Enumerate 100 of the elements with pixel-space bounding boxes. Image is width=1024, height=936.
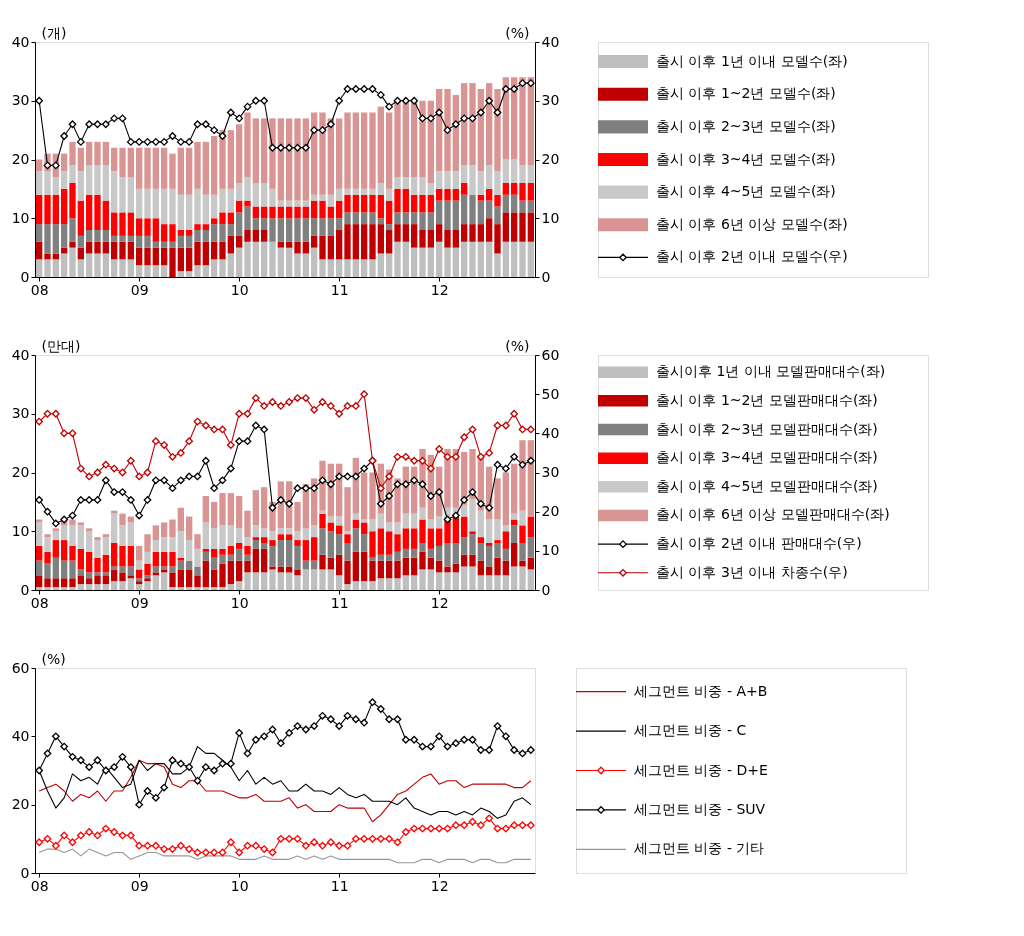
bar xyxy=(311,569,318,590)
bar xyxy=(477,543,484,561)
bar xyxy=(186,194,193,230)
bar xyxy=(369,194,376,213)
point xyxy=(110,488,119,496)
bar xyxy=(236,581,243,590)
bar xyxy=(377,560,384,579)
point xyxy=(210,766,219,775)
bar xyxy=(211,569,218,588)
point xyxy=(235,114,244,123)
point xyxy=(268,143,277,152)
bar xyxy=(219,525,226,549)
bar xyxy=(111,241,118,260)
point xyxy=(235,729,244,737)
bar xyxy=(177,235,184,248)
bar xyxy=(236,124,243,183)
point xyxy=(243,749,252,758)
bar xyxy=(486,200,493,219)
bar xyxy=(127,241,134,260)
y2-tick-label: 30 xyxy=(541,92,560,109)
point xyxy=(176,449,185,457)
y2-tick-label: 50 xyxy=(541,385,560,402)
point xyxy=(185,763,194,771)
point xyxy=(476,746,485,754)
bar xyxy=(386,253,393,277)
bar xyxy=(152,551,159,567)
bar xyxy=(161,265,168,277)
bar xyxy=(127,235,134,242)
point xyxy=(193,417,202,426)
point xyxy=(243,102,252,111)
point xyxy=(343,841,352,850)
bar xyxy=(102,253,109,277)
bar xyxy=(386,188,393,201)
bar xyxy=(319,569,326,590)
point xyxy=(476,499,485,508)
bar xyxy=(444,230,451,248)
bar xyxy=(44,537,51,552)
x-tick-label: 12 xyxy=(430,877,449,894)
bar xyxy=(69,519,76,526)
point xyxy=(443,515,452,524)
point xyxy=(43,834,52,843)
bar xyxy=(436,241,443,277)
bar xyxy=(402,513,409,529)
legend-label: 출시 이후 3년 이내 차종수(우) xyxy=(656,563,848,580)
bar xyxy=(344,259,351,277)
point xyxy=(468,735,477,744)
bar xyxy=(261,241,268,277)
legend-label: 출시 이후 1~2년 모델판매대수(좌) xyxy=(656,391,878,408)
bar xyxy=(302,253,309,277)
point xyxy=(443,824,452,833)
point xyxy=(385,834,394,843)
point xyxy=(510,746,519,754)
bar xyxy=(394,177,401,189)
point xyxy=(501,421,510,430)
bar xyxy=(294,206,301,219)
bar xyxy=(169,537,176,552)
bar xyxy=(227,493,234,526)
bar xyxy=(52,259,59,277)
bar xyxy=(519,200,526,213)
bar xyxy=(344,188,351,195)
point xyxy=(68,511,77,520)
point xyxy=(376,499,385,508)
bar xyxy=(236,496,243,529)
bar xyxy=(211,218,218,225)
point xyxy=(185,137,194,146)
y-tick-label: 20 xyxy=(11,151,30,167)
bar xyxy=(244,241,251,277)
bar xyxy=(227,560,234,585)
point xyxy=(143,841,152,850)
bar xyxy=(219,493,226,526)
bar xyxy=(344,534,351,543)
bar xyxy=(494,557,501,576)
point xyxy=(301,725,310,734)
bar xyxy=(202,587,209,590)
bar xyxy=(111,581,118,590)
bar xyxy=(61,540,68,561)
bar xyxy=(394,100,401,178)
point xyxy=(293,834,302,843)
bar xyxy=(394,241,401,277)
bar xyxy=(94,141,101,166)
bar xyxy=(219,188,226,213)
bar xyxy=(344,224,351,260)
bar xyxy=(161,241,168,248)
bar xyxy=(202,241,209,266)
point xyxy=(293,722,302,730)
point xyxy=(426,742,435,751)
x-tick-label: 09 xyxy=(130,594,149,611)
bar xyxy=(86,551,93,573)
point xyxy=(435,108,444,117)
bar xyxy=(402,241,409,277)
bar xyxy=(452,572,459,590)
bar xyxy=(127,212,134,236)
bar xyxy=(327,522,334,532)
bar xyxy=(177,531,184,558)
point xyxy=(260,845,269,853)
point xyxy=(85,496,94,504)
bar xyxy=(252,218,259,230)
y2-tick-label: 10 xyxy=(541,542,560,559)
point xyxy=(443,126,452,135)
point xyxy=(518,821,527,830)
